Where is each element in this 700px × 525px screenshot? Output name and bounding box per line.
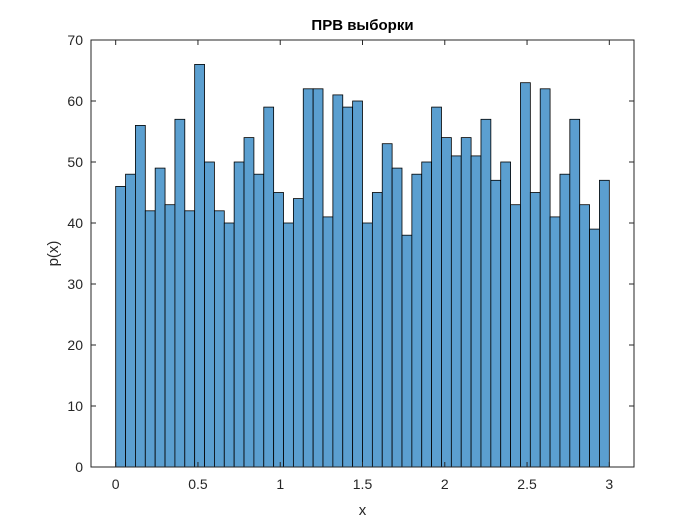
y-tick-label: 70	[67, 32, 83, 48]
x-tick-label: 1	[276, 476, 284, 492]
histogram-bar	[500, 161, 511, 468]
histogram-bar	[273, 192, 284, 468]
histogram-bar	[253, 173, 265, 468]
y-tick-label: 40	[67, 215, 83, 231]
histogram-bar	[371, 192, 383, 468]
histogram-bar	[233, 161, 245, 468]
histogram-bar	[470, 155, 482, 468]
histogram-bar	[391, 167, 403, 468]
histogram-bar	[243, 137, 255, 468]
x-tick-label: 2	[441, 476, 449, 492]
histogram-bar	[539, 88, 551, 468]
histogram-bar	[174, 118, 186, 468]
y-tick-label: 10	[67, 398, 83, 414]
histogram-bar	[283, 222, 294, 468]
histogram-bar	[381, 143, 393, 468]
histogram-bar	[263, 106, 275, 468]
histogram-bar	[223, 222, 235, 468]
histogram-bar	[194, 64, 205, 468]
histogram-bar	[421, 161, 433, 468]
y-tick-label: 50	[67, 154, 83, 170]
histogram-bar	[312, 88, 324, 468]
histogram-bar	[292, 198, 304, 468]
histogram-bar	[322, 216, 334, 468]
x-tick-label: 0	[112, 476, 120, 492]
y-tick-label: 20	[67, 337, 83, 353]
histogram-bar	[144, 210, 156, 468]
x-tick-label: 2.5	[517, 476, 537, 492]
histogram-bar	[352, 100, 363, 468]
y-tick-label: 30	[67, 276, 83, 292]
histogram-bar	[431, 106, 442, 468]
histogram-bar	[569, 118, 581, 468]
histogram-bar	[125, 173, 136, 468]
y-axis-label: p(x)	[45, 241, 62, 267]
y-tick-label: 60	[67, 93, 83, 109]
histogram-bar	[362, 222, 373, 468]
histogram-bar	[332, 94, 344, 468]
histogram-bar	[302, 88, 314, 468]
histogram-bar	[204, 161, 215, 468]
histogram-bar	[599, 179, 610, 468]
histogram-bar	[450, 155, 462, 468]
histogram-bar	[559, 173, 571, 468]
histogram-bar	[342, 106, 354, 468]
histogram-bar	[135, 125, 146, 468]
x-axis-label: x	[359, 502, 367, 519]
histogram-bar	[549, 216, 561, 468]
histogram-bar	[184, 210, 196, 468]
histogram-bar	[480, 118, 492, 468]
histogram-bar	[154, 167, 166, 468]
histogram-bar	[411, 173, 423, 468]
histogram-bar	[529, 192, 541, 468]
chart-title: ПРВ выборки	[311, 17, 413, 34]
histogram-bar	[214, 210, 225, 468]
histogram-bar	[441, 137, 452, 468]
histogram-bar	[115, 185, 126, 468]
histogram-bar	[520, 82, 531, 468]
x-tick-label: 1.5	[353, 476, 373, 492]
histogram-bar	[460, 137, 472, 468]
histogram-bar	[510, 204, 521, 468]
histogram-bar	[579, 204, 590, 468]
histogram-bar	[164, 204, 176, 468]
y-tick-label: 0	[75, 459, 83, 475]
axes-frame	[90, 39, 635, 468]
x-tick-label: 0.5	[188, 476, 208, 492]
x-tick-label: 3	[605, 476, 613, 492]
histogram-bar	[401, 234, 413, 468]
histogram-bar	[490, 179, 502, 468]
histogram-bar	[589, 228, 600, 468]
